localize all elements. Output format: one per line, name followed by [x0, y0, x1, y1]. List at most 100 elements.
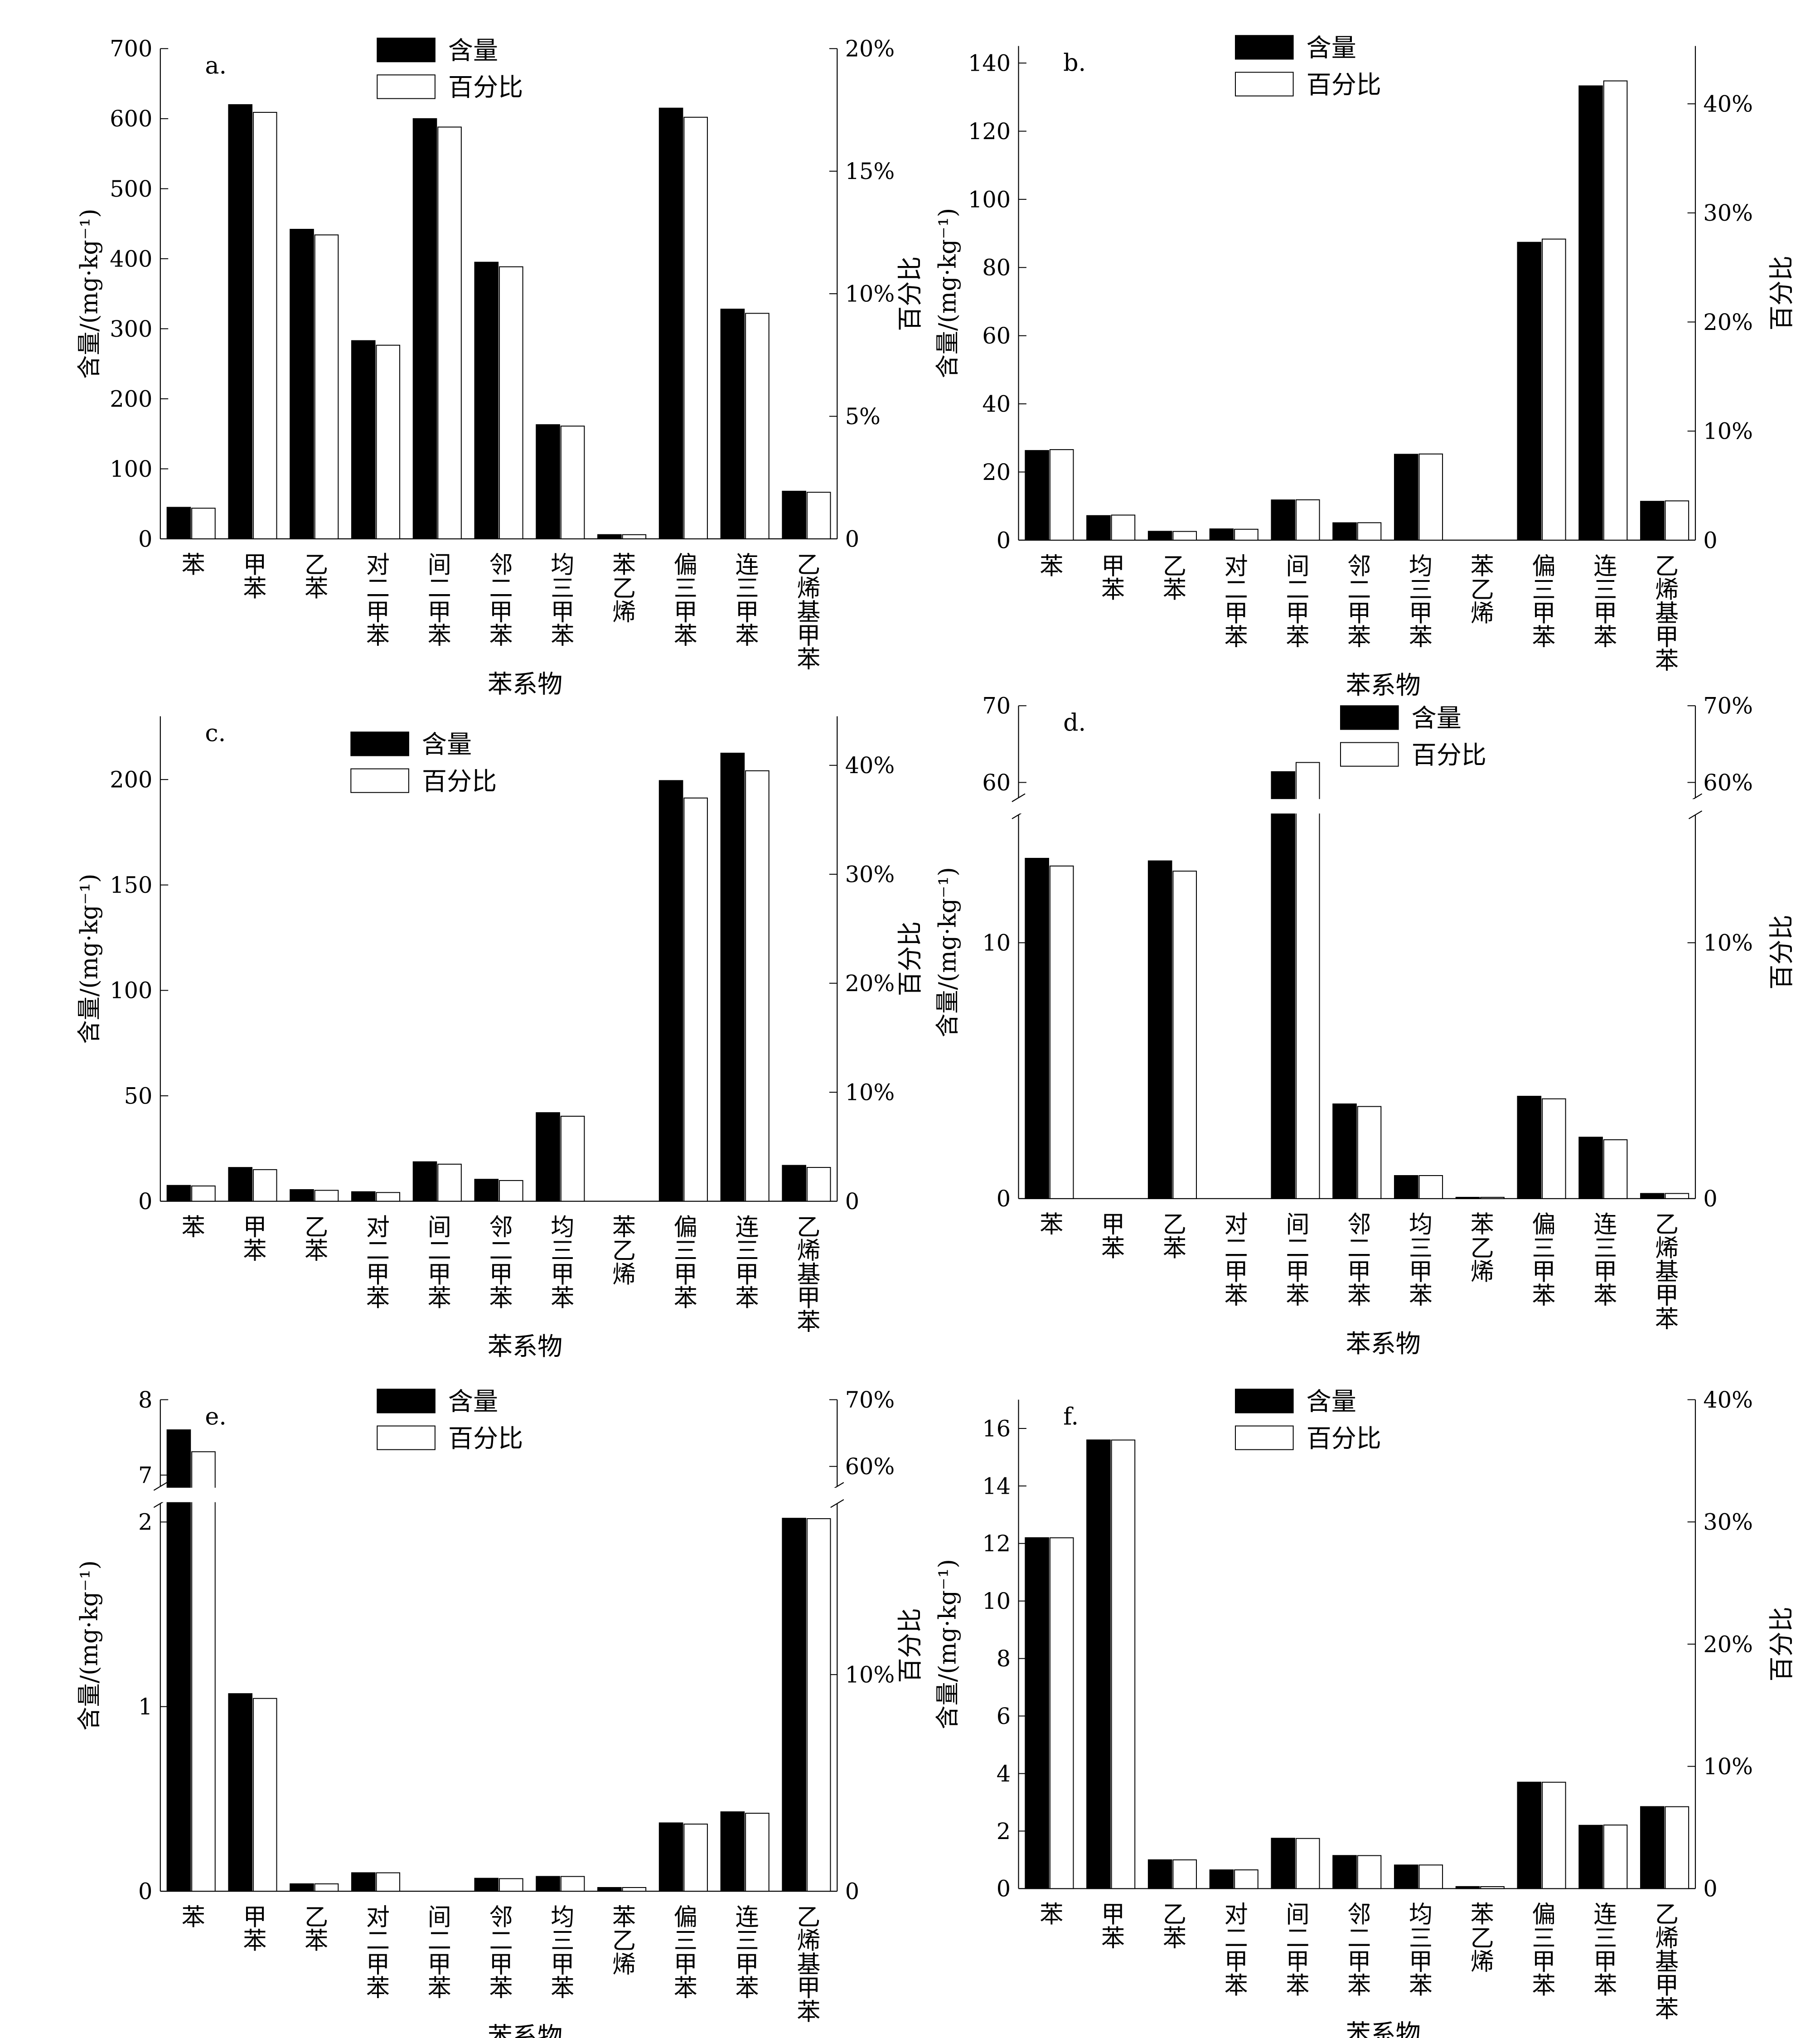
percent-bar — [683, 1823, 708, 1892]
x-tick-label: 均三甲苯 — [1405, 553, 1432, 648]
content-bar — [1517, 1781, 1542, 1889]
percent-bar — [1172, 1859, 1197, 1889]
percent-bar — [1480, 1886, 1505, 1889]
legend-swatch-percent — [377, 74, 436, 99]
y-axis-title: 含量/(mg·kg⁻¹) — [76, 874, 103, 1044]
percent-bar — [376, 1192, 401, 1202]
content-bar — [658, 780, 683, 1202]
content-bar — [536, 424, 560, 539]
legend-swatch-content — [1235, 35, 1294, 60]
legend-label-percent: 百分比 — [1412, 741, 1486, 770]
y2-tick-label: 20% — [845, 970, 895, 997]
y-tick-label: 2 — [997, 1818, 1011, 1844]
percent-bar — [1049, 449, 1074, 541]
percent-bar — [1172, 531, 1197, 541]
y2-tick-label: 40% — [845, 752, 895, 779]
y-axis-title: 含量/(mg·kg⁻¹) — [76, 1560, 103, 1731]
content-bar — [1086, 1439, 1111, 1889]
y-tick-label: 6 — [997, 1703, 1011, 1729]
y-tick-label: 0 — [138, 1188, 152, 1215]
content-bar — [474, 1179, 499, 1202]
axis-break-mark — [153, 1482, 167, 1491]
percent-bar — [191, 1185, 216, 1202]
content-bar — [1640, 501, 1665, 541]
percent-bar — [499, 1180, 523, 1202]
y2-tick-label: 10% — [1703, 1753, 1753, 1780]
y2-tick-label: 20% — [1703, 1631, 1753, 1657]
legend-label-percent: 百分比 — [448, 73, 523, 102]
percent-bar — [1603, 1139, 1628, 1199]
percent-bar — [560, 1116, 585, 1202]
x-tick-label: 甲苯 — [239, 552, 266, 599]
percent-bar — [1418, 1864, 1443, 1889]
x-tick-label: 间二甲苯 — [424, 552, 451, 647]
legend-label-content: 含量 — [1307, 1387, 1356, 1416]
y2-tick-label: 30% — [845, 862, 895, 888]
y2-tick-label: 10% — [845, 1080, 895, 1106]
chart-panel-4: 0 10 60 70 0 10% 60% 70% 苯 甲苯 乙苯 对二甲苯 间二甲苯 邻二甲苯 均三甲苯 苯乙… — [934, 693, 1796, 1358]
percent-bar — [745, 313, 770, 540]
percent-bar — [1295, 499, 1320, 541]
percent-bar — [1357, 522, 1382, 541]
y-tick-label: 100 — [968, 186, 1011, 213]
x-tick-label: 乙苯 — [1159, 1902, 1186, 1949]
content-bar — [166, 1429, 191, 1892]
y-tick-label: 12 — [982, 1530, 1011, 1557]
content-bar — [1271, 499, 1296, 541]
content-bar — [228, 104, 253, 539]
x-axis-title: 苯系物 — [1346, 671, 1421, 700]
x-tick-label: 乙烯基甲苯 — [1651, 1902, 1678, 2020]
y-tick-label: 0 — [997, 1186, 1011, 1212]
y2-tick-label: 10% — [845, 1662, 895, 1688]
x-tick-label: 甲苯 — [1097, 1212, 1124, 1259]
percent-bar — [191, 1451, 216, 1892]
x-tick-label: 苯乙烯 — [608, 1215, 635, 1286]
y-tick-label: 500 — [110, 176, 152, 202]
content-bar — [412, 1161, 437, 1202]
x-tick-label: 偏三甲苯 — [1528, 553, 1555, 648]
x-tick-label: 苯 — [1036, 553, 1063, 577]
x-tick-label: 苯 — [1036, 1212, 1063, 1235]
x-tick-label: 连三甲苯 — [731, 552, 759, 647]
x-tick-label: 间二甲苯 — [424, 1904, 451, 1999]
percent-bar — [1542, 1781, 1566, 1889]
y-tick-label: 2 — [138, 1509, 152, 1535]
percent-bar — [683, 797, 708, 1202]
x-tick-label: 连三甲苯 — [1589, 1212, 1617, 1307]
percent-bar — [1418, 453, 1443, 541]
y-tick-label: 10 — [982, 1588, 1011, 1614]
x-tick-label: 连三甲苯 — [1589, 1902, 1617, 1996]
y-tick-label: 7 — [138, 1462, 152, 1488]
percent-bar — [1172, 871, 1197, 1199]
y-tick-label: 200 — [110, 386, 152, 412]
content-bar — [1578, 1137, 1603, 1199]
content-bar — [782, 490, 806, 539]
y2-axis-title: 百分比 — [1767, 256, 1796, 330]
y-tick-label: 80 — [982, 255, 1011, 281]
content-bar — [290, 1189, 314, 1202]
y-axis-title: 含量/(mg·kg⁻¹) — [76, 208, 103, 379]
x-tick-label: 苯乙烯 — [1467, 1212, 1494, 1283]
y-tick-label: 100 — [110, 456, 152, 482]
y-tick-label: 140 — [968, 50, 1011, 77]
x-tick-label: 乙苯 — [300, 1215, 328, 1262]
axis-break-mark — [830, 1499, 844, 1508]
percent-bar — [1665, 1806, 1689, 1889]
x-tick-label: 对二甲苯 — [362, 1215, 389, 1309]
percent-bar — [437, 126, 462, 539]
content-bar — [1147, 1859, 1172, 1889]
y-tick-label: 0 — [138, 1878, 152, 1905]
content-bar — [1394, 1864, 1418, 1889]
y-axis-title: 含量/(mg·kg⁻¹) — [934, 208, 961, 378]
percent-bar — [376, 344, 401, 540]
percent-bar — [622, 1887, 647, 1892]
x-tick-label: 连三甲苯 — [731, 1215, 759, 1309]
percent-bar — [1111, 514, 1136, 541]
percent-bar — [314, 1883, 339, 1892]
y2-tick-label: 0 — [845, 1878, 859, 1905]
axis-break-gap — [161, 1487, 836, 1502]
x-tick-label: 乙烯基甲苯 — [1651, 553, 1678, 672]
percent-bar — [1480, 1196, 1505, 1199]
percent-bar — [1603, 1825, 1628, 1889]
content-bar — [1209, 528, 1234, 541]
